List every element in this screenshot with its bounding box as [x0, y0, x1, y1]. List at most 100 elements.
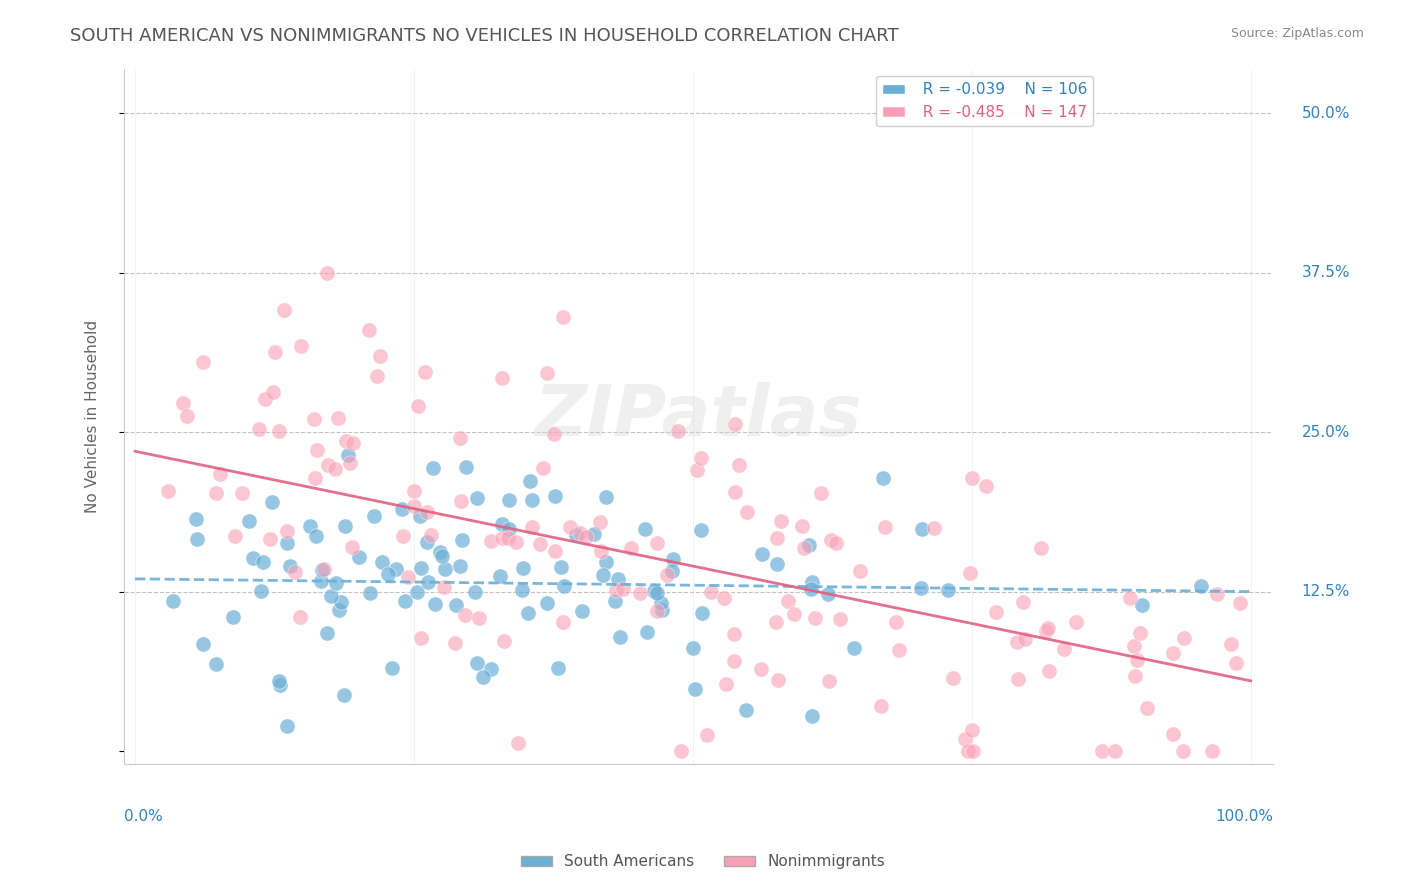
South Americans [429, 545, 451, 559]
Nonimmigrants [402, 500, 425, 514]
South Americans [186, 533, 208, 547]
South Americans [797, 538, 820, 552]
Nonimmigrants [402, 484, 425, 499]
Nonimmigrants [628, 586, 651, 600]
South Americans [938, 583, 960, 598]
Nonimmigrants [357, 322, 380, 336]
Nonimmigrants [1007, 672, 1029, 686]
Nonimmigrants [208, 467, 231, 481]
South Americans [801, 575, 824, 590]
Nonimmigrants [496, 531, 519, 545]
Nonimmigrants [157, 484, 180, 499]
South Americans [359, 586, 381, 600]
Nonimmigrants [264, 344, 287, 359]
South Americans [661, 564, 683, 578]
Nonimmigrants [409, 631, 432, 645]
Nonimmigrants [312, 561, 335, 575]
Text: 37.5%: 37.5% [1302, 265, 1350, 280]
South Americans [238, 514, 260, 528]
Nonimmigrants [700, 585, 723, 599]
Nonimmigrants [1161, 646, 1184, 660]
Nonimmigrants [696, 728, 718, 742]
Nonimmigrants [468, 611, 491, 625]
Nonimmigrants [645, 535, 668, 549]
South Americans [519, 474, 541, 488]
Nonimmigrants [765, 615, 787, 629]
Nonimmigrants [1012, 595, 1035, 609]
South Americans [765, 558, 787, 572]
Nonimmigrants [1229, 596, 1251, 610]
South Americans [465, 656, 488, 670]
Nonimmigrants [778, 594, 800, 608]
South Americans [425, 597, 447, 611]
Nonimmigrants [304, 471, 326, 485]
Nonimmigrants [887, 643, 910, 657]
South Americans [315, 625, 337, 640]
South Americans [311, 563, 333, 577]
South Americans [319, 589, 342, 603]
South Americans [607, 572, 630, 586]
Nonimmigrants [536, 366, 558, 380]
Nonimmigrants [724, 484, 747, 499]
Nonimmigrants [1053, 642, 1076, 657]
Nonimmigrants [1136, 701, 1159, 715]
South Americans [650, 596, 672, 610]
South Americans [595, 555, 617, 569]
Nonimmigrants [804, 610, 827, 624]
Nonimmigrants [479, 534, 502, 549]
Nonimmigrants [810, 485, 832, 500]
Nonimmigrants [366, 369, 388, 384]
Nonimmigrants [884, 615, 907, 629]
Nonimmigrants [406, 399, 429, 413]
Nonimmigrants [1161, 727, 1184, 741]
South Americans [911, 522, 934, 536]
South Americans [734, 703, 756, 717]
Nonimmigrants [267, 424, 290, 438]
South Americans [333, 519, 356, 533]
Nonimmigrants [335, 434, 357, 448]
Nonimmigrants [449, 431, 471, 445]
Nonimmigrants [551, 310, 574, 324]
South Americans [384, 562, 406, 576]
Nonimmigrants [588, 515, 610, 529]
South Americans [394, 594, 416, 608]
Nonimmigrants [506, 736, 529, 750]
Nonimmigrants [848, 564, 870, 578]
South Americans [267, 673, 290, 688]
Nonimmigrants [735, 505, 758, 519]
Nonimmigrants [818, 673, 841, 688]
Nonimmigrants [605, 582, 627, 597]
Nonimmigrants [1125, 653, 1147, 667]
Nonimmigrants [193, 355, 215, 369]
Nonimmigrants [960, 723, 983, 737]
Nonimmigrants [253, 392, 276, 406]
Nonimmigrants [172, 396, 194, 410]
South Americans [520, 493, 543, 508]
Nonimmigrants [1201, 744, 1223, 758]
South Americans [451, 533, 474, 548]
South Americans [643, 584, 665, 599]
Nonimmigrants [444, 635, 467, 649]
Nonimmigrants [728, 458, 751, 472]
Text: Source: ZipAtlas.com: Source: ZipAtlas.com [1230, 27, 1364, 40]
Nonimmigrants [713, 591, 735, 605]
South Americans [817, 587, 839, 601]
Nonimmigrants [1038, 622, 1060, 636]
South Americans [800, 582, 823, 597]
South Americans [422, 460, 444, 475]
South Americans [498, 522, 520, 536]
Nonimmigrants [551, 615, 574, 629]
Nonimmigrants [620, 541, 643, 556]
Nonimmigrants [942, 671, 965, 685]
Nonimmigrants [671, 744, 693, 758]
South Americans [449, 558, 471, 573]
Nonimmigrants [922, 521, 945, 535]
Nonimmigrants [1014, 632, 1036, 646]
South Americans [685, 682, 707, 697]
South Americans [454, 460, 477, 475]
Nonimmigrants [645, 604, 668, 618]
Nonimmigrants [1119, 591, 1142, 605]
South Americans [328, 603, 350, 617]
Nonimmigrants [1122, 640, 1144, 654]
South Americans [416, 535, 439, 549]
